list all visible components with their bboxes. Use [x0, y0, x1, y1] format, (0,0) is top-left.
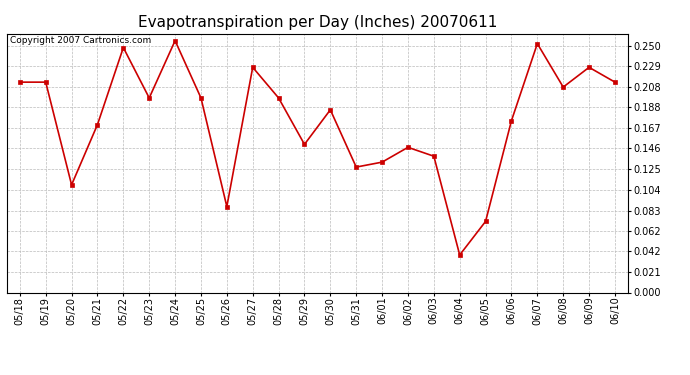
Text: Copyright 2007 Cartronics.com: Copyright 2007 Cartronics.com [10, 36, 151, 45]
Text: Evapotranspiration per Day (Inches) 20070611: Evapotranspiration per Day (Inches) 2007… [138, 15, 497, 30]
